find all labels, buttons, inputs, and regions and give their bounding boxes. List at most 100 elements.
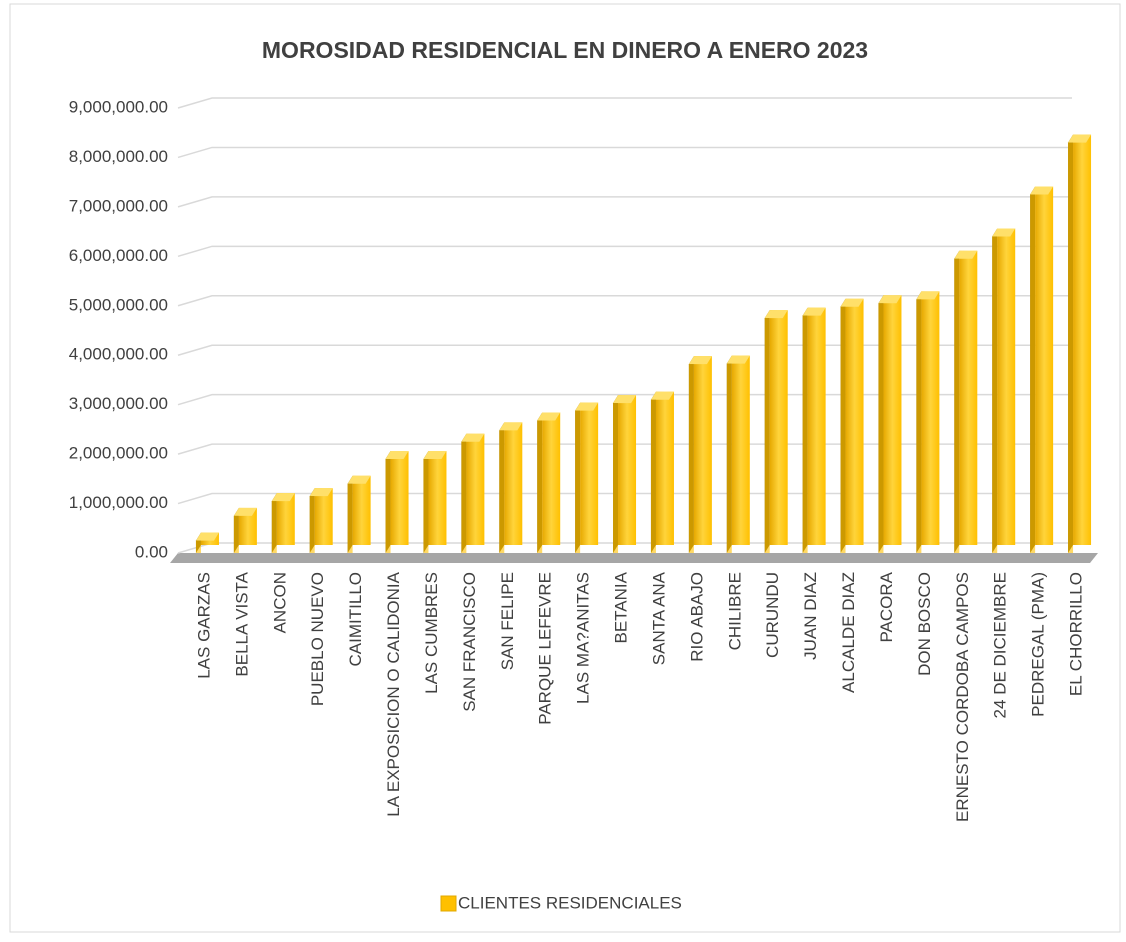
bar [655, 391, 674, 545]
bar-front [499, 430, 505, 553]
x-tick-label: LAS GARZAS [194, 572, 213, 679]
grid-line [177, 146, 1072, 159]
bar-front [1068, 142, 1074, 553]
bar-front [537, 420, 543, 553]
bar-front [347, 483, 353, 553]
bar-front [613, 403, 619, 553]
bar-front [233, 515, 239, 553]
x-tick-label: LA EXPOSICION O CALIDONIA [384, 571, 403, 816]
x-tick-label: PARQUE LEFEVRE [536, 572, 555, 725]
x-tick-label: CHILIBRE [725, 572, 744, 650]
bar-front [802, 315, 808, 553]
y-tick-label: 1,000,000.00 [69, 493, 168, 512]
bar [580, 402, 599, 545]
bar-top [916, 291, 940, 300]
bar [504, 422, 523, 545]
bar-front [878, 303, 884, 553]
bar [883, 295, 902, 545]
legend-swatch [440, 895, 457, 912]
x-tick-label: BELLA VISTA [232, 571, 251, 676]
bar-top [1068, 134, 1092, 143]
x-tick-label: SAN FRANCISCO [460, 572, 479, 712]
bar [238, 507, 257, 545]
x-tick-label: DON BOSCO [915, 572, 934, 676]
x-tick-label: ALCALDE DIAZ [839, 572, 858, 693]
chart-title: MOROSIDAD RESIDENCIAL EN DINERO A ENERO … [262, 37, 868, 63]
bar [618, 395, 637, 545]
bar [1073, 134, 1092, 545]
y-tick-label: 2,000,000.00 [69, 444, 168, 463]
y-tick-label: 7,000,000.00 [69, 196, 168, 215]
x-tick-label: RIO ABAJO [687, 572, 706, 662]
bar-top [1030, 186, 1054, 195]
bar-front [461, 441, 467, 553]
bar [731, 355, 750, 545]
bar-front [309, 496, 315, 553]
bar [693, 356, 712, 545]
x-tick-label: SANTA ANA [649, 571, 668, 665]
y-tick-label: 9,000,000.00 [69, 97, 168, 116]
bar-top [385, 451, 409, 460]
bar-top [650, 391, 674, 400]
bar-top [423, 451, 447, 460]
bar-top [537, 412, 561, 421]
floor [170, 553, 1098, 563]
bar [352, 475, 371, 545]
bar-top [992, 228, 1016, 237]
bar-top [764, 310, 788, 319]
bar-top [499, 422, 523, 431]
bar [542, 412, 561, 545]
bar-top [309, 488, 333, 497]
bar-front [688, 364, 694, 553]
bar [314, 488, 333, 545]
bar-front [764, 318, 770, 553]
y-tick-label: 4,000,000.00 [69, 345, 168, 364]
bar-top [461, 433, 485, 442]
x-tick-label: LAS MA?ANITAS [574, 572, 593, 704]
x-tick-label: SAN FELIPE [498, 572, 517, 670]
x-tick-label: 24 DE DICIEMBRE [991, 572, 1010, 718]
x-tick-label: CURUNDU [763, 572, 782, 658]
bar [428, 451, 447, 545]
x-tick-label: LAS CUMBRES [422, 572, 441, 694]
x-tick-label: CAIMITILLO [346, 572, 365, 666]
bar-top [613, 395, 637, 404]
y-tick-label: 6,000,000.00 [69, 246, 168, 265]
bar-top [575, 402, 599, 411]
bar [276, 493, 295, 545]
grid-line [177, 97, 1072, 109]
bar [959, 250, 978, 546]
y-tick-label: 0.00 [135, 542, 168, 561]
bar-front [195, 540, 201, 553]
bar-top [233, 507, 257, 516]
bar-top [726, 355, 750, 364]
y-tick-label: 3,000,000.00 [69, 394, 168, 413]
grid-line [177, 295, 1072, 307]
x-tick-label: PACORA [877, 571, 896, 642]
bar [390, 451, 409, 545]
bar-front [575, 410, 581, 553]
bar-front [726, 363, 732, 553]
bar [921, 291, 940, 545]
bar-top [347, 475, 371, 484]
grid-line [177, 245, 1072, 258]
legend-label: CLIENTES RESIDENCIALES [458, 893, 682, 912]
y-tick-label: 8,000,000.00 [69, 147, 168, 166]
bar-top [271, 493, 295, 502]
bar [1035, 186, 1054, 545]
bar [807, 307, 826, 545]
bar-top [688, 356, 712, 365]
x-tick-label: JUAN DIAZ [801, 572, 820, 660]
x-tick-label: PEDREGAL (PMA) [1029, 572, 1048, 717]
bar-front [840, 306, 846, 553]
bar-top [954, 250, 978, 259]
grid-line [177, 196, 1072, 208]
bar-top [840, 298, 864, 307]
bar-top [195, 532, 219, 541]
bar [769, 310, 788, 545]
bar-front [385, 459, 391, 553]
x-tick-label: ANCON [270, 572, 289, 633]
bar [997, 228, 1016, 546]
bar-front [916, 299, 922, 553]
